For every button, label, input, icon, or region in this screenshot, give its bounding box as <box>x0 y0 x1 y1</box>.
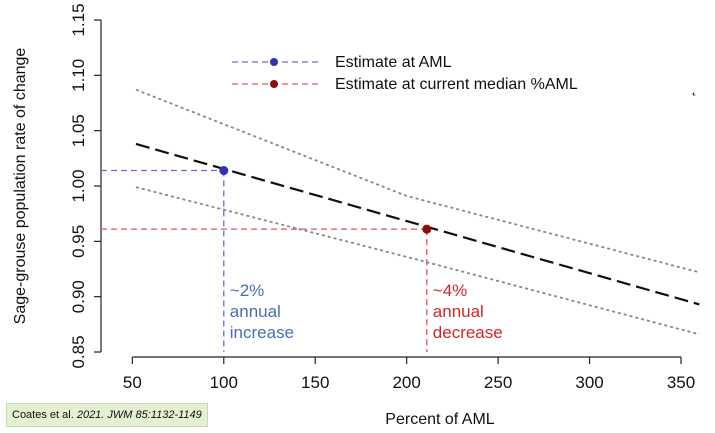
legend-swatch-point <box>270 58 278 66</box>
series-line-estimate <box>135 142 700 306</box>
guide-lines <box>101 169 428 352</box>
highlight-points <box>219 166 432 234</box>
legend-label: Estimate at AML <box>335 54 452 71</box>
x-tick-label: 50 <box>123 373 142 392</box>
legend: Estimate at AML Estimate at current media… <box>232 54 578 93</box>
annotations: ~2% annual increase ~4% annual decrease <box>230 281 503 342</box>
citation-authors: Coates et al. <box>12 409 77 421</box>
highlight-point <box>422 224 432 234</box>
x-tick-label: 100 <box>210 373 238 392</box>
stray-mark: ˛ <box>692 79 697 96</box>
x-tick-label: 250 <box>484 373 512 392</box>
series-line-lower-bound <box>135 186 700 336</box>
y-tick-label: 1.00 <box>69 169 88 202</box>
annotation-line: annual <box>230 302 281 321</box>
series-layer <box>135 88 700 336</box>
y-tick-label: 0.90 <box>69 280 88 313</box>
annotation-line: annual <box>433 302 484 321</box>
annotation-line: ~2% <box>230 281 264 300</box>
y-tick-label: 0.95 <box>69 225 88 258</box>
series-line-upper-bound <box>135 88 700 274</box>
citation-badge: Coates et al. 2021. JWM 85:1132-1149 <box>6 403 208 427</box>
axes: 0.85 0.90 0.95 1.00 1.05 1.10 1.15 50 100 150 200 2… <box>12 3 695 428</box>
annotation-line: decrease <box>433 323 503 342</box>
highlight-point <box>219 166 229 176</box>
legend-label: Estimate at current median %AML <box>335 76 578 93</box>
annotation-line: increase <box>230 323 294 342</box>
y-tick-label: 1.05 <box>69 114 88 147</box>
x-tick-label: 200 <box>392 373 420 392</box>
x-tick-label: 350 <box>667 373 695 392</box>
y-tick-label: 1.10 <box>69 59 88 92</box>
annotation-line: ~4% <box>433 281 468 300</box>
x-tick-label: 300 <box>575 373 603 392</box>
y-tick-label: 0.85 <box>69 335 88 368</box>
citation-journal: 2021. JWM 85:1132-1149 <box>76 409 202 421</box>
y-tick-label: 1.15 <box>69 3 88 36</box>
y-axis-title: Sage-grouse population rate of change <box>12 48 29 325</box>
x-tick-label: 150 <box>301 373 329 392</box>
x-axis-title: Percent of AML <box>385 411 494 428</box>
legend-swatch-point <box>270 80 278 88</box>
